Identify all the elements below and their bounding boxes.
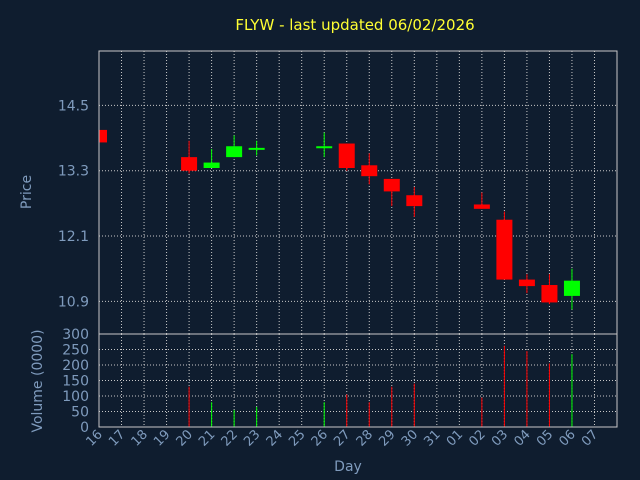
x-tick-label: 20 [174, 427, 196, 449]
price-tick-label: 14.5 [58, 98, 89, 114]
volume-tick-label: 150 [62, 374, 89, 390]
volume-tick-label: 200 [62, 358, 89, 374]
x-tick-label: 29 [376, 427, 398, 449]
x-tick-label: 06 [556, 427, 578, 449]
volume-panel-frame [98, 333, 618, 428]
candle-body [99, 129, 107, 143]
candle-body [541, 285, 558, 303]
volume-tick-label: 50 [71, 405, 89, 421]
x-tick-label: 02 [466, 427, 488, 449]
x-tick-label: 23 [241, 427, 263, 449]
candle-body [226, 146, 243, 158]
x-axis: 16 17 18 19 20 21 22 23 24 25 26 27 28 29 30 31 01 02 03 04… [84, 427, 602, 449]
x-tick-label: 21 [196, 427, 218, 449]
y-axis-label: Price [19, 175, 35, 209]
x-tick-label: 27 [331, 427, 353, 449]
candle-body [248, 147, 265, 150]
x-tick-label: 31 [421, 427, 443, 449]
chart-title: FLYW - last updated 06/02/2026 [235, 16, 474, 34]
candle-body [181, 157, 198, 171]
price-tick-label: 12.1 [58, 229, 89, 245]
x-axis-label: Day [334, 459, 362, 475]
x-tick-label: 17 [106, 427, 128, 449]
candle-body [563, 280, 580, 296]
x-tick-label: 18 [129, 427, 151, 449]
volume-tick-label: 300 [62, 327, 89, 343]
price-tick-label: 13.3 [58, 164, 89, 180]
x-tick-label: 19 [151, 427, 173, 449]
x-tick-label: 22 [219, 427, 241, 449]
candle-body [518, 279, 535, 287]
price-panel-frame [98, 50, 618, 335]
price-panel: 10.9 12.1 13.3 14.5 [58, 50, 618, 335]
x-tick-label: 30 [399, 427, 421, 449]
candle-body [338, 143, 355, 169]
x-tick-label: 03 [489, 427, 511, 449]
volume-tick-label: 0 [80, 420, 89, 436]
candle-body [496, 219, 513, 280]
volume-axis-label: Volume (0000) [30, 329, 46, 432]
volume-tick-label: 250 [62, 343, 89, 359]
x-tick-label: 24 [264, 427, 286, 449]
x-tick-label: 01 [444, 427, 466, 449]
x-tick-label: 28 [354, 427, 376, 449]
volume-tick-label: 100 [62, 389, 89, 405]
candle-body [361, 165, 378, 177]
candle-body [316, 146, 333, 149]
candle-body [406, 195, 423, 207]
x-tick-label: 07 [579, 427, 601, 449]
candle-body [383, 178, 400, 192]
x-tick-label: 25 [286, 427, 308, 449]
x-tick-label: 05 [534, 427, 556, 449]
x-tick-label: 26 [309, 427, 331, 449]
x-tick-label: 04 [511, 427, 533, 449]
price-tick-label: 10.9 [58, 294, 89, 310]
candle-body [473, 204, 490, 209]
candle-body [203, 162, 220, 169]
